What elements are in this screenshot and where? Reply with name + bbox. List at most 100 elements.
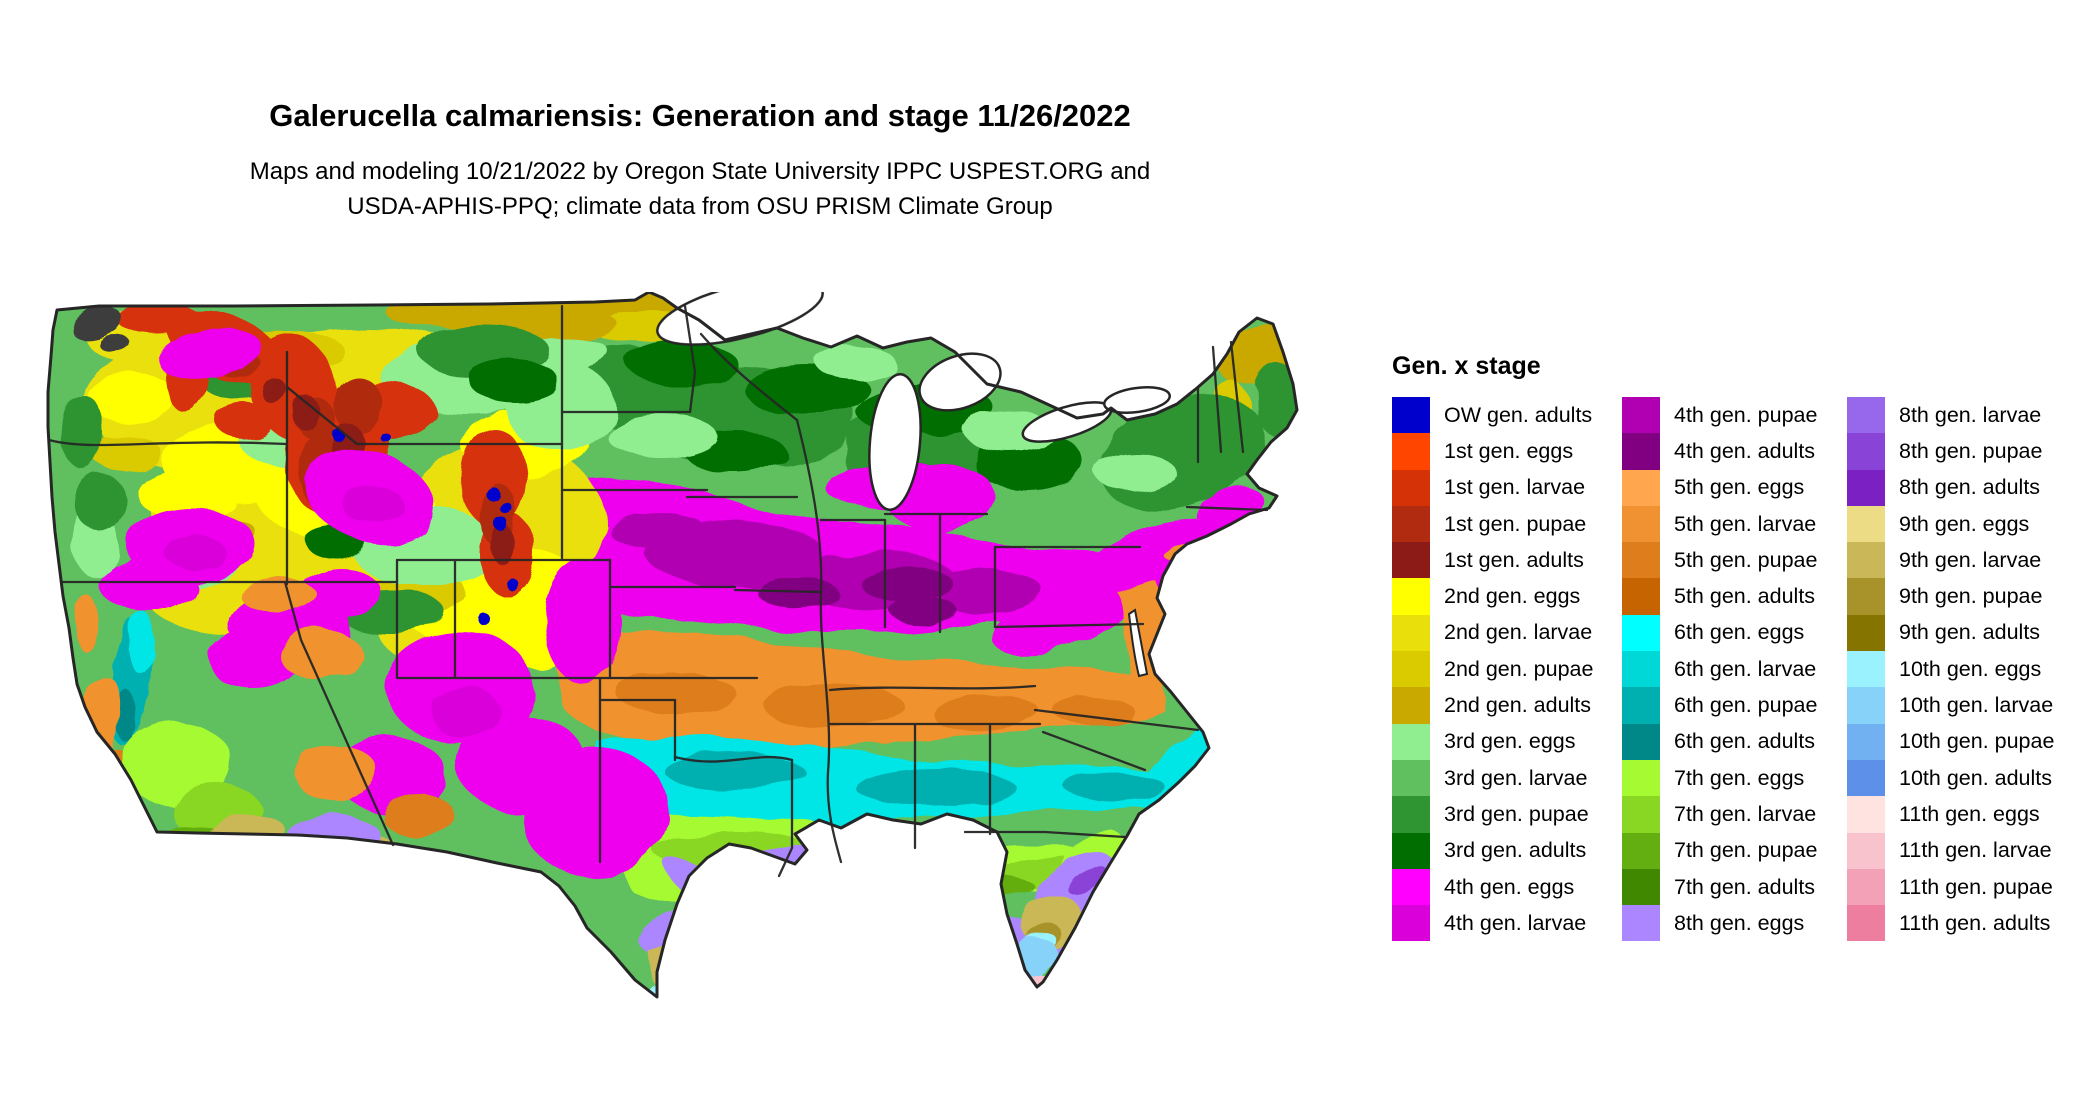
legend-item-label: 4th gen. eggs bbox=[1444, 874, 1575, 899]
legend-item: 11th gen. larvae bbox=[1847, 832, 2054, 869]
legend-item: 3rd gen. larvae bbox=[1392, 759, 1622, 797]
legend-item-label: 11th gen. eggs bbox=[1899, 801, 2040, 826]
legend-swatch bbox=[1847, 651, 1885, 688]
map-title: Galerucella calmariensis: Generation and… bbox=[269, 98, 1131, 133]
legend-swatch bbox=[1392, 905, 1430, 942]
map-subtitle-line2: USDA-APHIS-PPQ; climate data from OSU PR… bbox=[347, 193, 1053, 220]
legend-item: 1st gen. larvae bbox=[1392, 469, 1622, 506]
legend-swatch bbox=[1392, 542, 1430, 579]
legend-swatch bbox=[1622, 723, 1660, 760]
legend-item-label: 6th gen. adults bbox=[1674, 729, 1816, 754]
legend-item-label: 5th gen. eggs bbox=[1674, 475, 1805, 500]
legend-swatch bbox=[1622, 868, 1660, 906]
legend-item: 9th gen. adults bbox=[1847, 614, 2054, 652]
legend-item-label: 9th gen. pupae bbox=[1899, 584, 2043, 609]
legend-swatch bbox=[1622, 796, 1660, 833]
legend-item: 8th gen. pupae bbox=[1847, 433, 2054, 470]
legend-swatch bbox=[1392, 614, 1430, 652]
legend-swatch bbox=[1622, 397, 1660, 434]
legend-item-label: 7th gen. pupae bbox=[1674, 838, 1818, 863]
legend-item: 6th gen. eggs bbox=[1622, 614, 1847, 652]
legend-column-3: 8th gen. larvae 8th gen. pupae 8th gen. ad… bbox=[1847, 397, 2054, 942]
legend-item-label: 8th gen. eggs bbox=[1674, 910, 1805, 935]
us-map-image bbox=[46, 292, 1299, 999]
legend-item: 7th gen. larvae bbox=[1622, 796, 1847, 833]
legend-item-label: 11th gen. larvae bbox=[1899, 838, 2052, 863]
legend-item: 5th gen. eggs bbox=[1622, 469, 1847, 506]
legend-item: 10th gen. larvae bbox=[1847, 687, 2054, 724]
legend-swatch bbox=[1392, 796, 1430, 833]
legend-swatch bbox=[1622, 905, 1660, 942]
legend-swatch bbox=[1392, 868, 1430, 906]
us-map bbox=[35, 292, 1300, 1007]
legend-swatch bbox=[1622, 832, 1660, 869]
legend-item-label: 9th gen. adults bbox=[1899, 620, 2041, 645]
legend-swatch bbox=[1847, 796, 1885, 833]
legend-swatch bbox=[1847, 397, 1885, 434]
legend-swatch bbox=[1392, 578, 1430, 615]
legend-item-label: 9th gen. larvae bbox=[1899, 547, 2042, 572]
legend-item: 3rd gen. pupae bbox=[1392, 796, 1622, 833]
legend-item: 11th gen. eggs bbox=[1847, 796, 2054, 833]
legend-item-label: 7th gen. larvae bbox=[1674, 801, 1817, 826]
legend-item: 10th gen. adults bbox=[1847, 759, 2054, 797]
map-subtitle-line1: Maps and modeling 10/21/2022 by Oregon S… bbox=[249, 158, 1151, 185]
legend-title: Gen. x stage bbox=[1392, 352, 1541, 380]
legend-swatch bbox=[1847, 578, 1885, 615]
legend-item-label: 8th gen. adults bbox=[1899, 475, 2041, 500]
legend-swatch bbox=[1392, 505, 1430, 543]
legend-item-label: 6th gen. eggs bbox=[1674, 620, 1805, 645]
legend-item: 7th gen. pupae bbox=[1622, 832, 1847, 869]
legend-item: 3rd gen. adults bbox=[1392, 832, 1622, 869]
legend-item-label: 2nd gen. eggs bbox=[1444, 584, 1581, 609]
legend-item: 8th gen. adults bbox=[1847, 469, 2054, 506]
legend-swatch bbox=[1392, 433, 1430, 470]
legend-item: 5th gen. adults bbox=[1622, 578, 1847, 615]
legend-item: 3rd gen. eggs bbox=[1392, 723, 1622, 760]
map-header: Galerucella calmariensis: Generation and… bbox=[0, 98, 1400, 224]
legend-swatch bbox=[1622, 687, 1660, 724]
legend-swatch bbox=[1622, 542, 1660, 579]
legend-swatch bbox=[1392, 651, 1430, 688]
legend-swatch bbox=[1392, 832, 1430, 869]
legend-column-1: OW gen. adults 1st gen. eggs 1st gen. larv… bbox=[1392, 397, 1622, 942]
legend-swatch bbox=[1622, 759, 1660, 797]
legend-item-label: 5th gen. pupae bbox=[1674, 547, 1818, 572]
legend-item: 1st gen. adults bbox=[1392, 542, 1622, 579]
legend-item-label: 7th gen. adults bbox=[1674, 874, 1816, 899]
legend-item-label: 3rd gen. pupae bbox=[1444, 801, 1589, 826]
legend-swatch bbox=[1847, 905, 1885, 942]
legend-item-label: 2nd gen. adults bbox=[1444, 693, 1592, 718]
legend-item: OW gen. adults bbox=[1392, 397, 1622, 434]
legend-item: 2nd gen. eggs bbox=[1392, 578, 1622, 615]
legend: Gen. x stage OW gen. adults 1st gen. eggs… bbox=[1392, 352, 2092, 942]
legend-swatch bbox=[1847, 687, 1885, 724]
legend-item: 4th gen. pupae bbox=[1622, 397, 1847, 434]
legend-item: 8th gen. eggs bbox=[1622, 905, 1847, 942]
legend-item-label: 1st gen. larvae bbox=[1444, 475, 1586, 500]
legend-column-2: 4th gen. pupae 4th gen. adults 5th gen. eg… bbox=[1622, 397, 1847, 942]
legend-item: 4th gen. larvae bbox=[1392, 905, 1622, 942]
legend-item-label: OW gen. adults bbox=[1444, 402, 1593, 427]
legend-item: 10th gen. eggs bbox=[1847, 651, 2054, 688]
legend-item-label: 5th gen. larvae bbox=[1674, 511, 1817, 536]
legend-item-label: 4th gen. larvae bbox=[1444, 910, 1587, 935]
great-lakes bbox=[656, 292, 1171, 678]
legend-item: 9th gen. pupae bbox=[1847, 578, 2054, 615]
legend-swatch bbox=[1847, 433, 1885, 470]
legend-item: 7th gen. eggs bbox=[1622, 759, 1847, 797]
legend-item: 4th gen. eggs bbox=[1392, 868, 1622, 906]
legend-item: 6th gen. pupae bbox=[1622, 687, 1847, 724]
legend-swatch bbox=[1847, 832, 1885, 869]
legend-item-label: 1st gen. eggs bbox=[1444, 438, 1574, 463]
legend-item-label: 5th gen. adults bbox=[1674, 584, 1816, 609]
legend-item-label: 4th gen. pupae bbox=[1674, 402, 1818, 427]
legend-item: 9th gen. eggs bbox=[1847, 505, 2054, 543]
legend-item: 9th gen. larvae bbox=[1847, 542, 2054, 579]
legend-swatch bbox=[1392, 759, 1430, 797]
legend-item-label: 11th gen. adults bbox=[1899, 910, 2051, 935]
legend-swatch bbox=[1392, 687, 1430, 724]
legend-item-label: 10th gen. larvae bbox=[1899, 693, 2054, 718]
legend-item-label: 8th gen. larvae bbox=[1899, 402, 2042, 427]
legend-columns: OW gen. adults 1st gen. eggs 1st gen. larv… bbox=[1392, 397, 2092, 942]
